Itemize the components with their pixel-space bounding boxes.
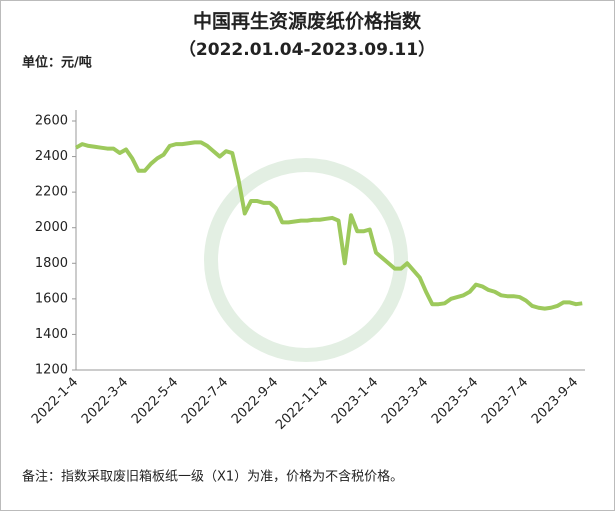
footnote: 备注：指数采取废旧箱板纸一级（X1）为准，价格为不含税价格。 xyxy=(22,469,403,485)
y-tick-label: 1600 xyxy=(35,291,68,306)
chart-title: 中国再生资源废纸价格指数 xyxy=(193,10,422,33)
y-tick-label: 1800 xyxy=(35,256,68,271)
y-tick-label: 2400 xyxy=(35,149,68,164)
y-tick-label: 2600 xyxy=(35,114,68,129)
chart-subtitle: （2022.01.04-2023.09.11） xyxy=(179,39,435,60)
y-tick-label: 2000 xyxy=(35,220,68,235)
y-tick-label: 1200 xyxy=(35,363,68,378)
y-tick-label: 2200 xyxy=(35,185,68,200)
unit-label: 单位：元/吨 xyxy=(22,55,92,71)
series-line xyxy=(75,140,583,311)
watermark xyxy=(204,158,408,362)
y-tick-label: 1400 xyxy=(35,327,68,342)
